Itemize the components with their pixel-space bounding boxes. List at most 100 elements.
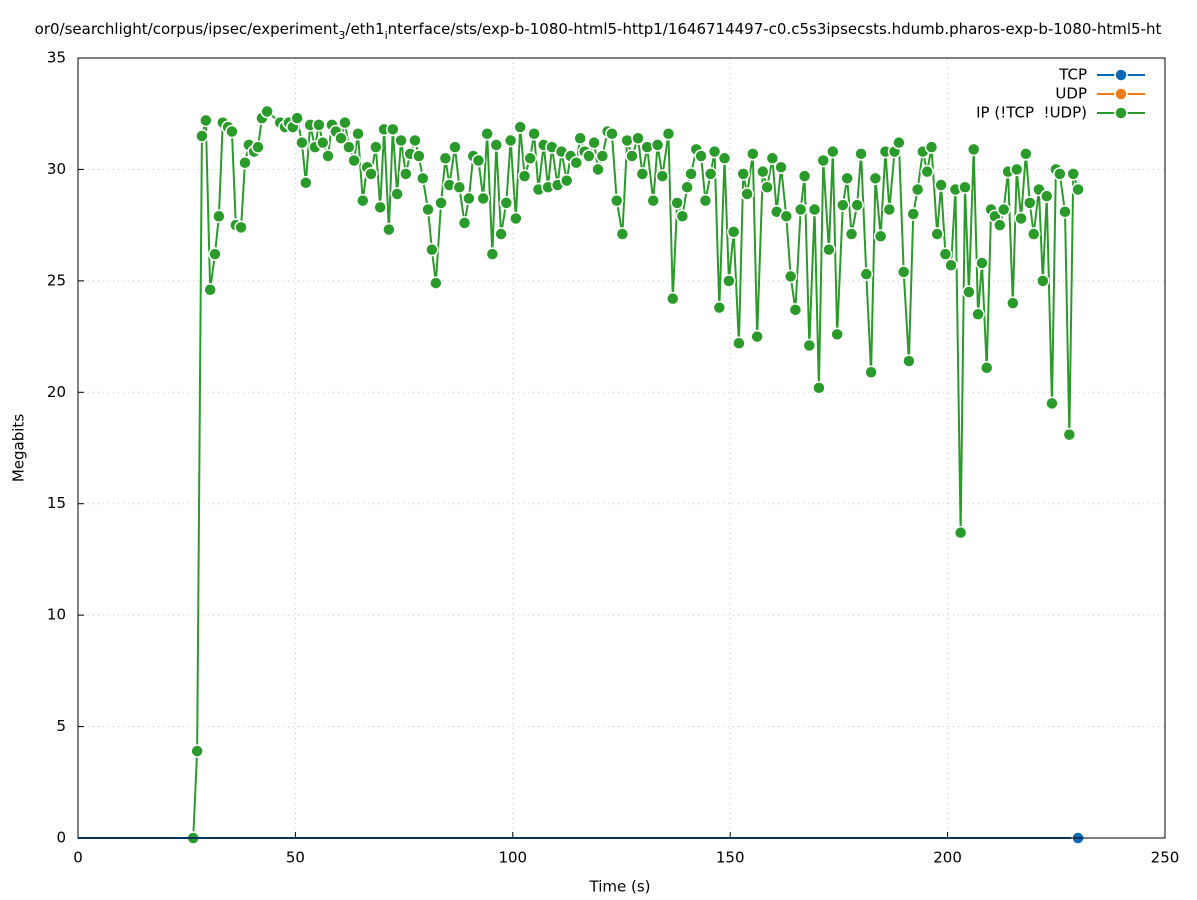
data-point [509,211,523,226]
data-point [605,127,619,141]
y-tick-label: 35 [47,49,66,67]
y-tick-label: 20 [47,383,66,401]
data-point [646,193,660,208]
data-point [203,283,217,297]
plot-area [78,104,1085,845]
data-point [655,169,670,183]
data-point [476,191,490,206]
data-point [503,133,518,148]
data-point [238,155,252,170]
data-point [726,225,741,239]
data-point [924,140,939,154]
data-point [953,525,968,540]
data-point [425,242,439,257]
data-point [826,144,840,159]
data-point [816,153,830,168]
y-tick-label: 15 [47,494,66,512]
title-part: i [385,29,388,42]
data-point [523,151,537,166]
data-point [390,187,404,201]
y-axis-label: Megabits [10,414,28,482]
data-point [840,171,854,186]
data-point [958,180,972,195]
legend-label: TCP [1058,66,1087,84]
data-point [836,198,850,212]
data-point [1009,162,1024,177]
data-point [382,222,396,237]
data-point [364,167,378,181]
data-point [517,169,532,183]
data-point [859,267,874,281]
data-point [707,144,722,159]
data-point [212,209,226,223]
data-point [462,191,476,206]
data-point [591,162,605,177]
data-point [312,118,326,132]
data-point [906,207,921,221]
data-point [722,274,736,288]
data-point [1053,167,1067,181]
data-point [421,202,435,217]
data-point [864,365,878,379]
data-point [1066,167,1081,181]
data-point [746,147,760,161]
data-point [882,202,897,217]
x-tick-label: 0 [73,849,83,867]
data-point [1006,296,1020,310]
data-point [412,149,426,163]
data-point [251,140,265,154]
data-point [199,113,213,128]
data-point [1039,189,1054,203]
data-point [854,147,868,161]
y-tick-label: 25 [47,271,66,289]
data-point [225,124,239,139]
data-point [802,338,817,353]
data-point [290,111,304,125]
data-point [208,247,222,261]
data-point [694,149,708,163]
data-point [408,133,422,148]
data-point [195,129,209,143]
x-tick-label: 200 [933,849,962,867]
data-point [489,138,504,152]
x-tick-label: 250 [1151,849,1180,867]
data-point [670,196,684,210]
data-point [595,149,610,163]
data-point [930,227,944,241]
data-point [1062,427,1077,442]
data-point [471,153,486,168]
data-point [559,173,574,188]
data-point [609,193,624,208]
data-point [962,285,976,299]
data-point [788,303,803,317]
data-point [807,202,822,217]
data-point [750,329,764,344]
data-point [631,131,645,145]
x-tick-label: 50 [286,849,305,867]
data-point [971,307,985,322]
title-part: nterface/sts/exp-b-1080-html5-http1/1646… [388,20,1162,38]
x-tick-label: 150 [716,849,745,867]
data-point [434,196,448,210]
data-point [736,167,750,181]
data-point [334,131,348,145]
data-point [452,180,467,195]
data-point [680,180,694,195]
legend-marker [1114,68,1128,82]
data-point [582,149,596,163]
data-point [438,151,453,166]
data-point [868,171,883,186]
data-point [429,276,443,290]
data-point [812,381,826,395]
data-point [850,198,864,212]
data-point [717,151,732,166]
data-point [190,744,204,758]
data-point [698,193,713,208]
y-tick-label: 10 [47,606,66,624]
data-point [260,104,274,119]
data-point [373,200,387,215]
data-point [774,160,788,174]
data-point [1045,396,1059,411]
data-point [975,256,989,270]
data-point [573,131,587,145]
